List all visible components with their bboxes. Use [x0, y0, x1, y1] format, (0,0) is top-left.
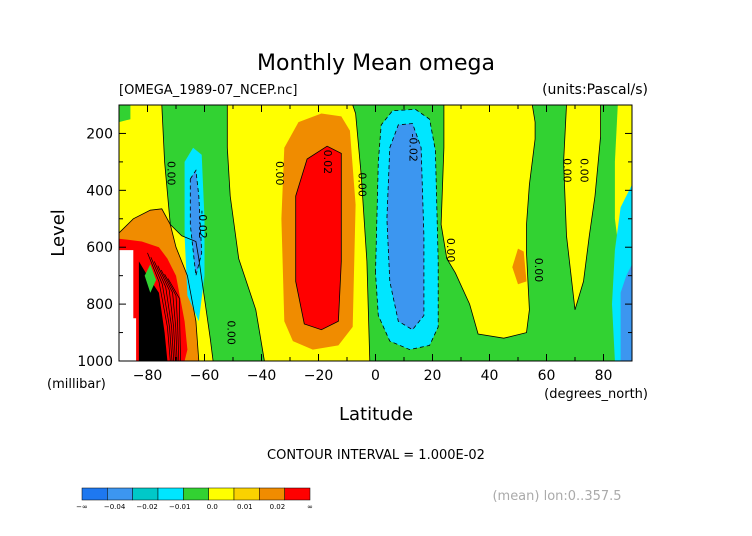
contour-label: -0.02 [196, 210, 209, 238]
x-tick-label: 0 [371, 368, 380, 384]
region-green-patch [144, 264, 157, 293]
line-zero-central-e [352, 105, 371, 361]
contour-label: -0.02 [407, 133, 420, 161]
y-tick-label: 400 [86, 183, 113, 199]
line-zero-east [440, 105, 536, 339]
contour-labels: 0.00 -0.02 0.00 0.02 0.00 -0.02 0.00 0.00 0.00 0.… [147, 133, 590, 344]
colorbar-swatch [132, 487, 159, 501]
contour-label: 0.00 [578, 158, 591, 183]
colorbar-label: 0.01 [237, 503, 253, 511]
colorbar-swatch [208, 487, 235, 501]
file-label: [OMEGA_1989-07_NCEP.nc] [119, 83, 297, 98]
dense-contour-line [164, 274, 180, 361]
colorbar-label: −∞ [76, 503, 88, 511]
line-zero-central-w [226, 105, 265, 361]
colorbar-swatch [284, 487, 311, 501]
y-units-label: (millibar) [47, 377, 106, 392]
contour-label: 0.00 [532, 258, 545, 283]
colorbar-label: −0.01 [169, 503, 190, 511]
colorbar-swatch [81, 487, 108, 501]
contour-label: 0.00 [561, 158, 574, 183]
line-zero-west [161, 105, 214, 361]
axes: −80 −60 −40 −20 0 20 40 60 80 200 400 600 800 1000 [77, 104, 633, 384]
contour-label: 0.00 [273, 161, 286, 186]
colorbar-swatch [259, 487, 285, 501]
colorbar-label: 0.02 [270, 503, 286, 511]
contour-label: 0.00 [164, 161, 177, 186]
contour-label: -0.02 [147, 298, 160, 326]
colorbar-label: 0.0 [207, 503, 218, 511]
y-tick-label: 1000 [77, 354, 113, 370]
line-m0.02-east [386, 123, 425, 331]
x-tick-label: 20 [424, 368, 442, 384]
dense-contour-line [157, 265, 176, 361]
line-0.01-west [119, 208, 200, 361]
x-axis-label: Latitude [339, 404, 413, 425]
region-blue-far-east [620, 264, 632, 361]
colorbar-label: −0.04 [104, 503, 126, 511]
mean-label: (mean) lon:0..357.5 [492, 489, 621, 504]
dense-contour-line [147, 252, 171, 361]
y-tick-label: 800 [86, 297, 113, 313]
dense-contour-line [150, 257, 173, 361]
x-tick-label: 60 [538, 368, 556, 384]
dense-contour-line [167, 278, 181, 361]
contour-lines [119, 105, 601, 361]
contour-label: 0.00 [444, 238, 457, 263]
region-orange-east [512, 248, 527, 285]
y-axis-label: Level [48, 209, 69, 257]
units-label: (units:Pascal/s) [542, 82, 648, 98]
colorbar-swatch [183, 487, 209, 501]
dense-contour-line [153, 261, 175, 361]
x-tick-label: −60 [190, 368, 220, 384]
x-tick-label: −40 [247, 368, 277, 384]
x-units-label: (degrees_north) [544, 387, 648, 402]
colorbar-swatch [233, 487, 260, 501]
region-white-corner [119, 250, 137, 361]
colorbar-swatch [107, 487, 133, 501]
dense-contour-line [160, 269, 178, 361]
line-0.02-central [295, 145, 342, 331]
y-tick-label: 200 [86, 126, 113, 142]
colorbar-label: ∞ [307, 503, 313, 511]
line-zero-fareast [563, 105, 601, 310]
y-tick-label: 600 [86, 240, 113, 256]
x-tick-label: 80 [595, 368, 613, 384]
contour-label: 0.02 [321, 150, 334, 175]
region-blue-east [386, 123, 424, 330]
region-yellow-far-east [563, 105, 601, 310]
region-red-central [295, 146, 342, 330]
contour-interval-label: CONTOUR INTERVAL = 1.000E-02 [267, 448, 485, 463]
chart-title: Monthly Mean omega [257, 51, 495, 76]
x-tick-label: −20 [304, 368, 334, 384]
region-dark-west [138, 261, 168, 361]
colorbar-swatch [157, 487, 184, 501]
line-m0.02-west [189, 169, 203, 276]
colorbar: −∞ −0.04 −0.02 −0.01 0.0 0.01 0.02 ∞ [76, 487, 313, 511]
contour-label: 0.00 [224, 320, 237, 345]
x-tick-label: 40 [481, 368, 499, 384]
colorbar-label: −0.02 [136, 503, 157, 511]
contour-fill-regions [119, 105, 632, 361]
x-tick-label: −80 [133, 368, 163, 384]
contour-label: 0.00 [355, 172, 368, 197]
region-yellow-east [441, 105, 536, 339]
